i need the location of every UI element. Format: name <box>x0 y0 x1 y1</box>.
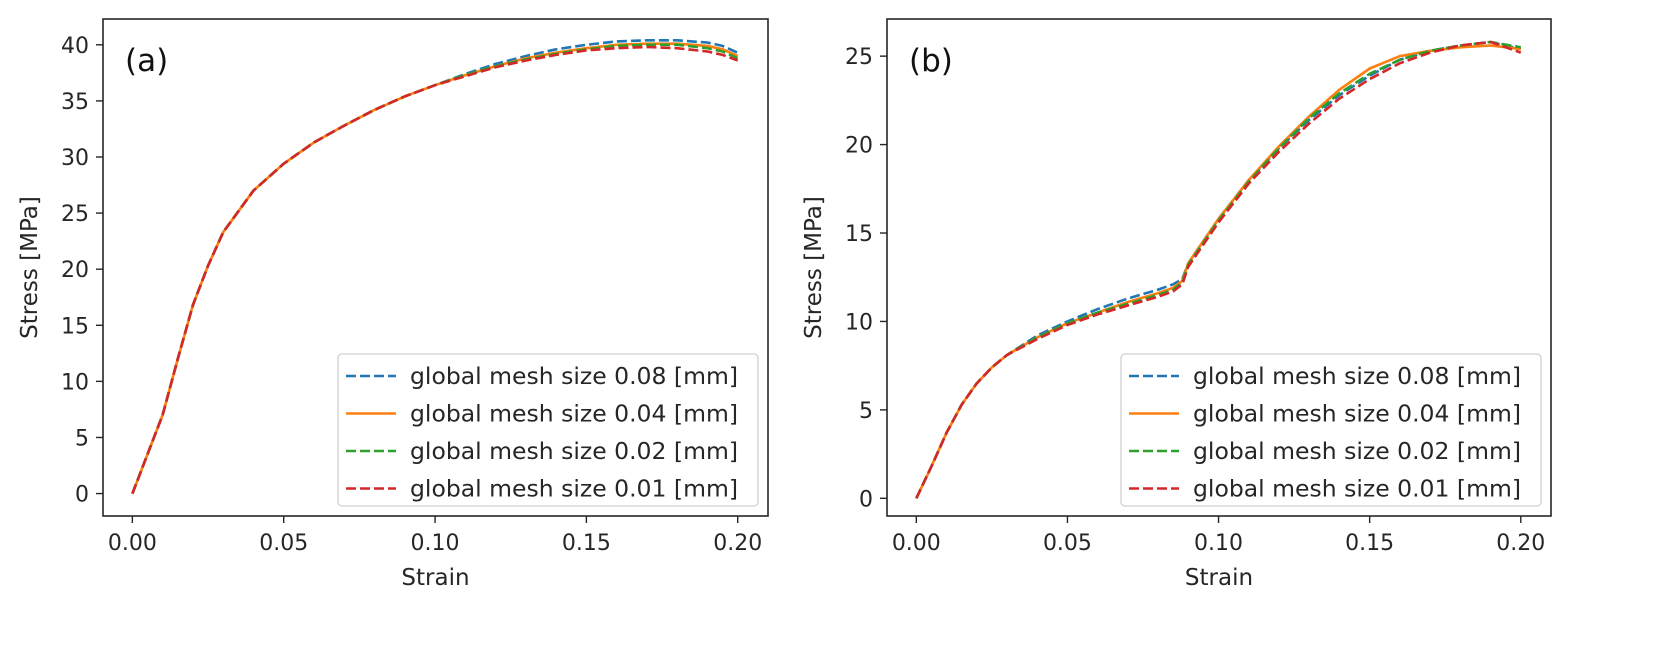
x-tick-label: 0.20 <box>1496 531 1545 556</box>
y-tick-label: 10 <box>61 370 89 395</box>
x-tick-label: 0.10 <box>411 531 460 556</box>
x-tick-label: 0.15 <box>1345 531 1394 556</box>
legend-box <box>337 353 759 507</box>
x-tick-label: 0.00 <box>892 531 941 556</box>
ticks-layer: 0.00 0.05 0.10 0.15 0.20 0 5 10 15 20 25 <box>845 45 1545 556</box>
chart-panel-a: 0.00 0.05 0.10 0.15 0.20 0 5 10 15 20 25 30 35 40 (a)… <box>17 18 769 591</box>
y-tick-label: 10 <box>845 310 873 335</box>
x-tick-label: 0.05 <box>259 531 308 556</box>
x-tick-label: 0.00 <box>108 531 157 556</box>
y-tick-label: 5 <box>75 426 89 451</box>
y-tick-label: 35 <box>61 90 89 115</box>
panel-label: (b) <box>909 43 953 79</box>
x-tick-label: 0.15 <box>562 531 611 556</box>
y-tick-label: 5 <box>859 399 873 424</box>
x-tick-label: 0.05 <box>1043 531 1092 556</box>
y-tick-label: 15 <box>61 314 89 339</box>
y-axis-label: Stress [MPa] <box>17 196 43 339</box>
y-tick-label: 20 <box>61 258 89 283</box>
y-tick-label: 25 <box>61 202 89 227</box>
series-layer <box>915 40 1522 499</box>
y-tick-label: 20 <box>845 134 873 159</box>
panel-label: (a) <box>125 43 168 79</box>
chart-panel-b: 0.00 0.05 0.10 0.15 0.20 0 5 10 15 20 25 (b) Strai… <box>801 18 1552 591</box>
legend-label: global mesh size 0.08 [mm] <box>1193 362 1521 390</box>
x-axis-label: Strain <box>1185 565 1253 591</box>
x-tick-label: 0.20 <box>713 531 762 556</box>
legend-label: global mesh size 0.02 [mm] <box>410 437 738 465</box>
legend: global mesh size 0.08 [mm] global mesh si… <box>1120 353 1542 507</box>
y-tick-label: 40 <box>61 34 89 59</box>
plot-frame <box>886 18 1552 517</box>
y-tick-label: 15 <box>845 222 873 247</box>
legend-label: global mesh size 0.04 [mm] <box>410 400 738 428</box>
y-tick-label: 25 <box>845 45 873 70</box>
series-line <box>915 40 1522 499</box>
x-axis-label: Strain <box>401 565 469 591</box>
y-tick-label: 0 <box>859 487 873 512</box>
legend-label: global mesh size 0.02 [mm] <box>1193 437 1521 465</box>
x-tick-label: 0.10 <box>1194 531 1243 556</box>
legend-box <box>1120 353 1542 507</box>
series-layer <box>131 38 739 495</box>
legend-label: global mesh size 0.04 [mm] <box>1193 400 1521 428</box>
ticks-layer: 0.00 0.05 0.10 0.15 0.20 0 5 10 15 20 25 30 35 40 <box>61 34 762 556</box>
plot-frame <box>102 18 769 517</box>
y-tick-label: 30 <box>61 146 89 171</box>
y-axis-label: Stress [MPa] <box>801 196 827 339</box>
y-tick-label: 0 <box>75 483 89 508</box>
legend-label: global mesh size 0.01 [mm] <box>410 475 738 503</box>
legend: global mesh size 0.08 [mm] global mesh si… <box>337 353 759 507</box>
legend-label: global mesh size 0.08 [mm] <box>410 362 738 390</box>
series-line <box>131 45 739 495</box>
legend-label: global mesh size 0.01 [mm] <box>1193 475 1521 503</box>
